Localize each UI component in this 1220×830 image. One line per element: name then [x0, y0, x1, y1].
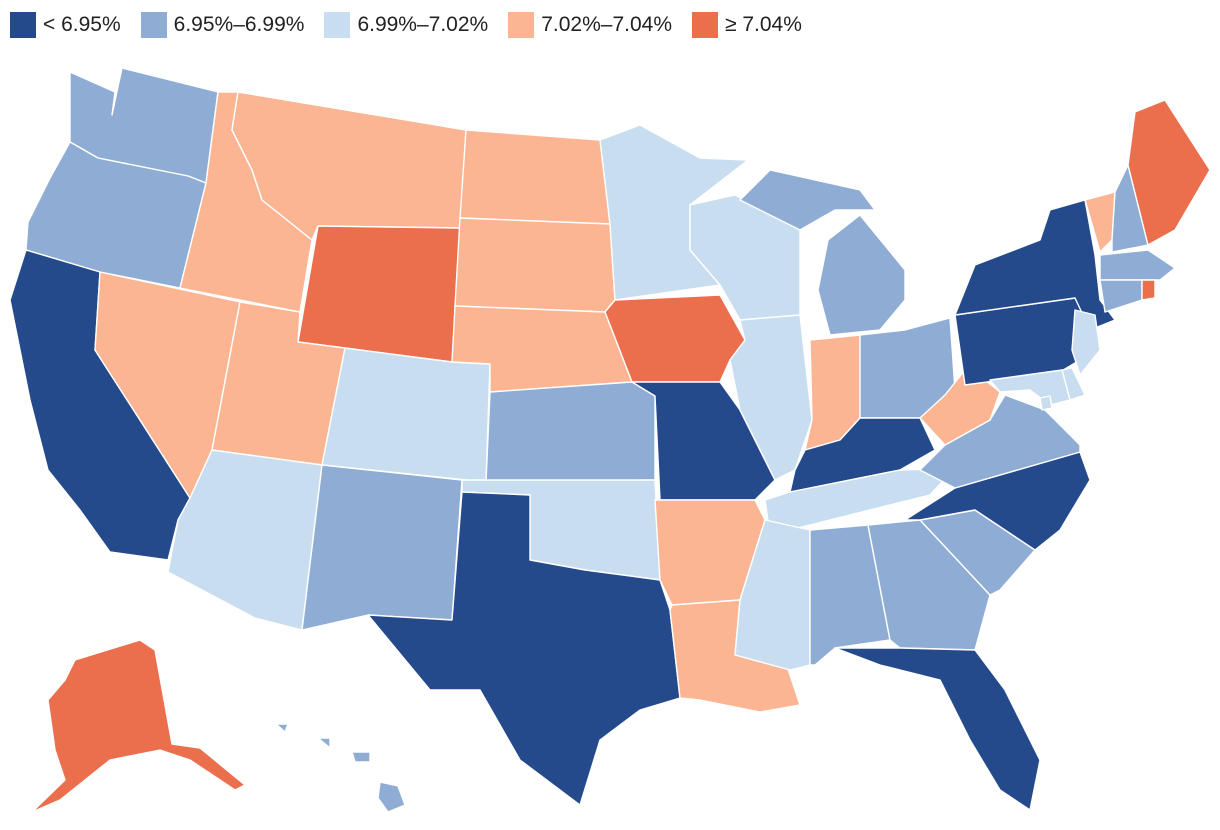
legend-item-below-6-95: < 6.95% [10, 12, 121, 38]
legend: < 6.95% 6.95%–6.99% 6.99%–7.02% 7.02%–7.… [10, 12, 822, 38]
state-NH[interactable] [1111, 164, 1149, 253]
legend-swatch [692, 12, 718, 38]
legend-swatch [324, 12, 351, 38]
state-DC[interactable] [1039, 395, 1053, 411]
legend-swatch [508, 12, 535, 38]
legend-label: ≥ 7.04% [725, 13, 802, 36]
state-IL[interactable] [729, 314, 813, 481]
state-WV[interactable] [919, 369, 1001, 446]
state-ND[interactable] [459, 129, 611, 225]
state-WY[interactable] [297, 225, 461, 363]
state-AK[interactable] [31, 639, 246, 813]
state-MO[interactable] [631, 381, 776, 501]
state-CO[interactable] [321, 347, 491, 483]
legend-swatch [10, 12, 36, 38]
state-SD[interactable] [454, 217, 616, 313]
state-MA[interactable] [1099, 249, 1176, 281]
state-FL[interactable] [834, 647, 1041, 811]
state-TX[interactable] [367, 491, 681, 806]
legend-item-above-7-04: ≥ 7.04% [692, 12, 802, 38]
legend-label: < 6.95% [43, 13, 121, 36]
state-HI[interactable] [275, 723, 406, 813]
state-ME[interactable] [1127, 99, 1211, 246]
legend-label: 6.99%–7.02% [357, 13, 489, 36]
state-NJ[interactable] [1071, 309, 1101, 376]
legend-item-7-02-to-7-04: 7.02%–7.04% [508, 12, 672, 38]
legend-label: 7.02%–7.04% [541, 13, 672, 36]
legend-item-6-95-to-6-99: 6.95%–6.99% [140, 12, 305, 38]
state-RI[interactable] [1141, 279, 1156, 301]
legend-label: 6.95%–6.99% [173, 13, 305, 36]
legend-swatch [140, 12, 167, 38]
state-KS[interactable] [485, 381, 656, 483]
state-NY[interactable] [954, 199, 1116, 331]
legend-item-6-99-to-7-02: 6.99%–7.02% [324, 12, 488, 38]
state-NM[interactable] [301, 464, 463, 631]
state-MI[interactable] [739, 169, 906, 336]
state-CT[interactable] [1099, 279, 1143, 313]
